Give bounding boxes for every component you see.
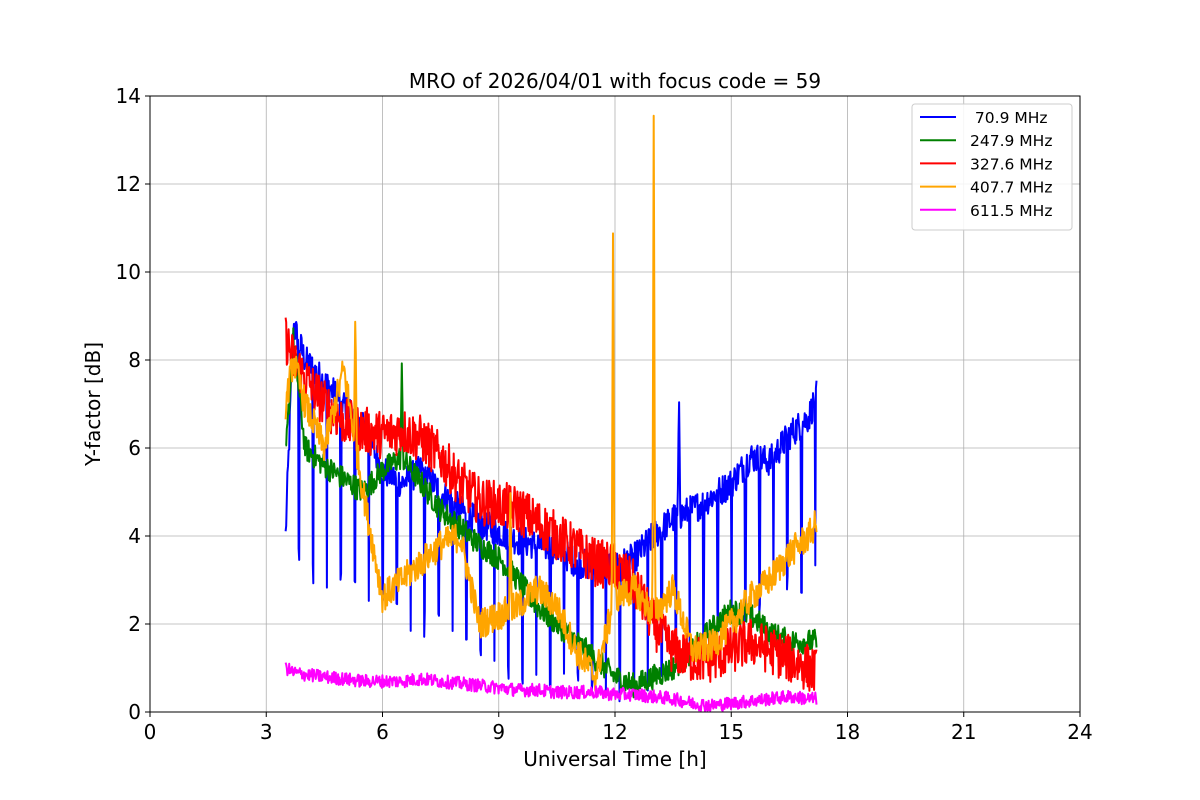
y-axis-label: Y-factor [dB] xyxy=(81,342,105,467)
legend-label-series-327-6-mhz: 327.6 MHz xyxy=(970,155,1052,173)
x-tick-label: 15 xyxy=(719,720,744,744)
legend-label-series-70-9-mhz: 70.9 MHz xyxy=(970,109,1048,127)
y-tick-label: 4 xyxy=(128,524,141,548)
y-tick-label: 14 xyxy=(116,84,141,108)
legend: 70.9 MHz 247.9 MHz 327.6 MHz 407.7 MHz 611.5… xyxy=(911,103,1073,231)
legend-label-series-247-9-mhz: 247.9 MHz xyxy=(970,132,1052,150)
chart-title: MRO of 2026/04/01 with focus code = 59 xyxy=(409,69,821,93)
x-tick-label: 6 xyxy=(376,720,389,744)
legend-label-series-407-7-mhz: 407.7 MHz xyxy=(970,179,1052,197)
x-tick-label: 24 xyxy=(1067,720,1092,744)
series-611-5-mhz-line xyxy=(284,662,818,712)
y-tick-label: 8 xyxy=(128,348,141,372)
x-tick-label: 0 xyxy=(144,720,157,744)
series-407-7-mhz-line xyxy=(284,114,818,692)
x-tick-label: 21 xyxy=(951,720,976,744)
plot-series xyxy=(284,114,818,712)
y-tick-label: 2 xyxy=(128,612,141,636)
legend-box xyxy=(911,103,1073,231)
x-axis-label: Universal Time [h] xyxy=(523,747,706,771)
x-tick-label: 12 xyxy=(602,720,627,744)
x-tick-label: 3 xyxy=(260,720,273,744)
y-tick-label: 12 xyxy=(116,172,141,196)
x-tick-label: 9 xyxy=(492,720,505,744)
series-327-6-mhz-line xyxy=(284,317,818,692)
x-tick-label: 18 xyxy=(835,720,860,744)
y-tick-label: 0 xyxy=(128,700,141,724)
y-tick-label: 6 xyxy=(128,436,141,460)
legend-label-series-611-5-mhz: 611.5 MHz xyxy=(970,202,1052,220)
y-tick-label: 10 xyxy=(116,260,141,284)
